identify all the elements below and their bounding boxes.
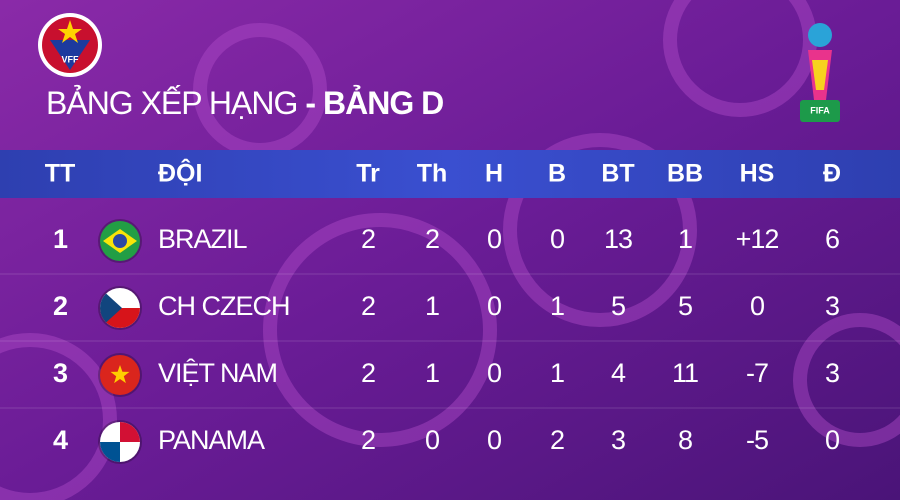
cell: 2 [425,224,439,254]
cell: 0 [550,224,564,254]
cell: 3 [825,291,839,321]
team-flag [98,353,142,397]
cell: 4 [611,358,626,388]
cell: 0 [487,291,501,321]
title: BẢNG XẾP HẠNG - BẢNG D [46,85,443,121]
team-name: PANAMA [158,425,265,455]
column-header: Tr [356,160,380,188]
table-header: TT ĐỘI Tr Th H B BT BB HS Đ [45,158,841,188]
column-header: HS [740,160,775,188]
cell: 8 [678,425,692,455]
cell: 3 [825,358,839,388]
cell: 3 [53,358,68,388]
cell: 1 [678,224,692,254]
table-body: 1 BRAZIL 2 2 0 0 13 1 +12 62 CH CZECH 2 1 0 1 5 5 0 33 VIỆT… [0,219,900,464]
cell: 11 [672,358,698,388]
cell: 2 [53,291,67,321]
title-group: BẢNG D [323,85,443,121]
column-header: ĐỘI [158,158,202,188]
column-header: BT [601,160,634,188]
cell: 2 [361,224,375,254]
title-separator: - [305,85,315,121]
cell: +12 [736,224,779,254]
fifa-logo: FIFA [800,23,840,122]
cell: 1 [425,358,439,388]
cell: 1 [550,291,564,321]
logo-text: FIFA [810,105,830,115]
team-name: CH CZECH [158,291,290,321]
cell: 0 [487,425,501,455]
column-header: Th [417,160,448,188]
team-flag [98,420,142,464]
cell: 2 [361,425,375,455]
cell: 1 [550,358,564,388]
cell: -5 [746,425,768,455]
team-name: VIỆT NAM [158,357,277,388]
team-name: BRAZIL [158,224,248,254]
team-flag [98,219,142,263]
column-header: H [485,160,503,188]
header-band [0,150,900,198]
team-flag [98,286,142,330]
cell: 6 [825,224,839,254]
cell: 5 [611,291,625,321]
cell: 0 [750,291,764,321]
vff-logo: VFF [38,13,102,77]
flag-part [110,365,130,384]
column-header: B [548,160,566,188]
cell: 0 [487,358,501,388]
column-header: Đ [823,160,841,188]
cell: 2 [361,358,375,388]
cell: 4 [53,425,68,455]
logo-text: VFF [62,54,80,64]
cell: 13 [604,224,632,254]
cell: 0 [425,425,439,455]
cell: 0 [825,425,839,455]
cell: 5 [678,291,692,321]
cell: 0 [487,224,501,254]
column-header: BB [667,160,703,188]
cell: 2 [550,425,564,455]
cell: 3 [611,425,625,455]
flag-part [100,288,122,328]
cell: 1 [53,224,68,254]
cell: -7 [746,358,768,388]
column-header: TT [45,160,76,188]
cell: 1 [425,291,439,321]
flag-part [113,234,127,248]
title-main: BẢNG XẾP HẠNG [46,85,297,121]
cell: 2 [361,291,375,321]
